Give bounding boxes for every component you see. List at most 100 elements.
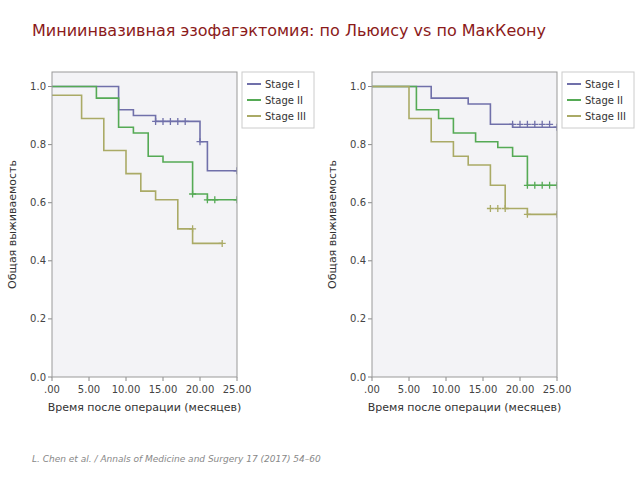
y-tick [48,144,52,145]
survival-line [52,87,237,200]
legend-label: Stage I [265,79,300,90]
y-tick-label: 0.2 [30,313,46,324]
survival-line [372,87,557,215]
chart-title: Миниинвазивная эзофагэктомия: по Льюису … [32,21,546,40]
y-tick [48,377,52,378]
legend-frame [562,72,634,128]
chart-canvas: Миниинвазивная эзофагэктомия: по Льюису … [0,0,640,480]
x-tick-label: 25.00 [543,384,572,395]
y-tick [48,318,52,319]
x-tick-label: 5.00 [78,384,100,395]
x-tick [372,377,373,381]
y-tick-label: 0.6 [30,197,46,208]
censor-mark [494,205,501,212]
legend-swatch [247,83,261,85]
y-tick [48,260,52,261]
legend-label: Stage I [585,79,620,90]
legend: Stage IStage IIStage III [562,72,634,128]
censor-mark [524,211,531,218]
legend-label: Stage III [585,111,626,122]
x-tick-label: 20.00 [506,384,535,395]
x-tick-label: 25.00 [223,384,252,395]
x-tick-label: 20.00 [186,384,215,395]
x-tick-label: 15.00 [469,384,498,395]
y-tick [368,86,372,87]
y-axis-label: Общая выживаемость [6,160,19,289]
marks [372,87,557,218]
x-tick [520,377,521,381]
x-tick [557,377,558,381]
legend-swatch [567,83,581,85]
censor-mark [531,182,538,189]
x-axis-label: Время после операции (месяцев) [48,401,242,414]
legend-label: Stage III [265,111,306,122]
censor-mark [554,211,558,218]
censor-mark [509,121,516,128]
x-tick [200,377,201,381]
censor-mark [554,124,558,131]
censor-mark [487,205,494,212]
y-tick-label: 0.8 [350,139,366,150]
y-tick [368,260,372,261]
y-tick-label: 1.0 [350,81,366,92]
censor-mark [539,182,546,189]
x-tick [52,377,53,381]
censor-mark [524,182,531,189]
censor-mark [546,121,553,128]
censor-mark [152,118,159,125]
x-tick [446,377,447,381]
survival-line [52,95,222,243]
y-tick-label: 0.2 [350,313,366,324]
marks [52,87,237,247]
censor-mark [160,118,167,125]
censor-mark [204,196,211,203]
y-tick-label: 0.8 [30,139,46,150]
legend-frame [242,72,314,128]
plot-0: .005.0010.0015.0020.0025.000.00.20.40.60… [6,72,314,414]
y-tick-label: 0.6 [350,197,366,208]
x-axis-label: Время после операции (месяцев) [368,401,562,414]
censor-mark [219,240,226,247]
censor-mark [189,225,196,232]
survival-line [52,87,237,171]
x-tick [237,377,238,381]
x-tick [126,377,127,381]
x-tick-label: 10.00 [432,384,461,395]
plot-frame [52,72,237,377]
legend-swatch [247,99,261,101]
survival-line [372,87,557,186]
censor-mark [197,138,204,145]
censor-mark [234,167,238,174]
censor-mark [189,191,196,198]
plot-background [52,72,237,377]
legend-label: Stage II [265,95,303,106]
survival-line [372,87,557,128]
legend-swatch [247,115,261,117]
plot-frame [372,72,557,377]
x-tick-label: 15.00 [149,384,178,395]
x-tick-label: .00 [364,384,380,395]
censor-mark [234,196,238,203]
legend: Stage I Stage II Stage III [242,72,314,128]
y-axis-label: Общая выживаемость [326,160,339,289]
y-tick [368,202,372,203]
x-tick [89,377,90,381]
legend-swatch [567,115,581,117]
y-tick-label: 0.4 [30,255,46,266]
censor-mark [546,182,553,189]
legend-swatch [567,99,581,101]
footnote: L. Chen et al. / Annals of Medicine and … [32,454,321,464]
x-tick [163,377,164,381]
censor-mark [531,121,538,128]
plot-background [372,72,557,377]
x-tick-label: 10.00 [112,384,141,395]
y-tick [368,318,372,319]
y-tick [368,144,372,145]
censor-mark [517,121,524,128]
y-tick-label: 0.4 [350,255,366,266]
x-tick-label: 5.00 [398,384,420,395]
y-tick [48,86,52,87]
censor-mark [174,118,181,125]
y-tick-label: 1.0 [30,81,46,92]
x-tick [483,377,484,381]
